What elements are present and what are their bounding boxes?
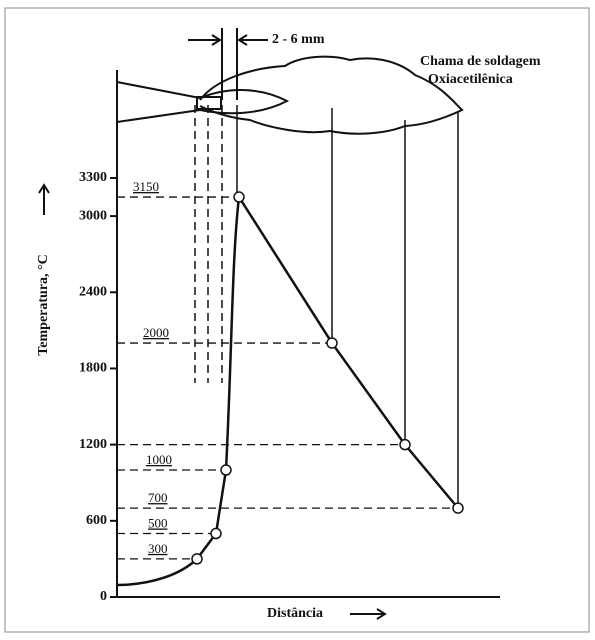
data-point [220, 464, 232, 476]
frame [4, 7, 590, 633]
data-point [191, 553, 203, 565]
reference-label: 3150 [133, 179, 159, 194]
curve-lead [116, 558, 198, 587]
flame-drawing [38, 28, 464, 620]
data-point [452, 502, 464, 514]
y-tick-label: 3000 [79, 208, 107, 223]
flame-label: Oxiacetilênica [428, 72, 513, 87]
data-point [326, 337, 338, 349]
y-tick-label: 1800 [79, 361, 107, 376]
y-tick-label: 3300 [79, 170, 107, 185]
data-point [399, 438, 411, 451]
temperature-curve [195, 193, 459, 560]
data-point [210, 527, 222, 540]
dimension-label: 2 - 6 mm [272, 32, 325, 47]
y-axis-label: Temperatura, °C [36, 254, 51, 356]
y-tick-label: 600 [86, 513, 107, 528]
y-tick-label: 2400 [79, 284, 107, 299]
x-axis-label: Distância [267, 606, 323, 621]
y-tick-label: 1200 [79, 437, 107, 452]
y-tick-label: 0 [100, 589, 107, 604]
flame-label: Chama de soldagem [420, 54, 541, 69]
reference-label: 700 [148, 490, 168, 505]
reference-label: 500 [148, 515, 168, 530]
reference-label: 2000 [143, 325, 169, 340]
reference-label: 1000 [146, 452, 172, 467]
data-point [233, 191, 245, 203]
reference-label: 300 [148, 541, 168, 556]
